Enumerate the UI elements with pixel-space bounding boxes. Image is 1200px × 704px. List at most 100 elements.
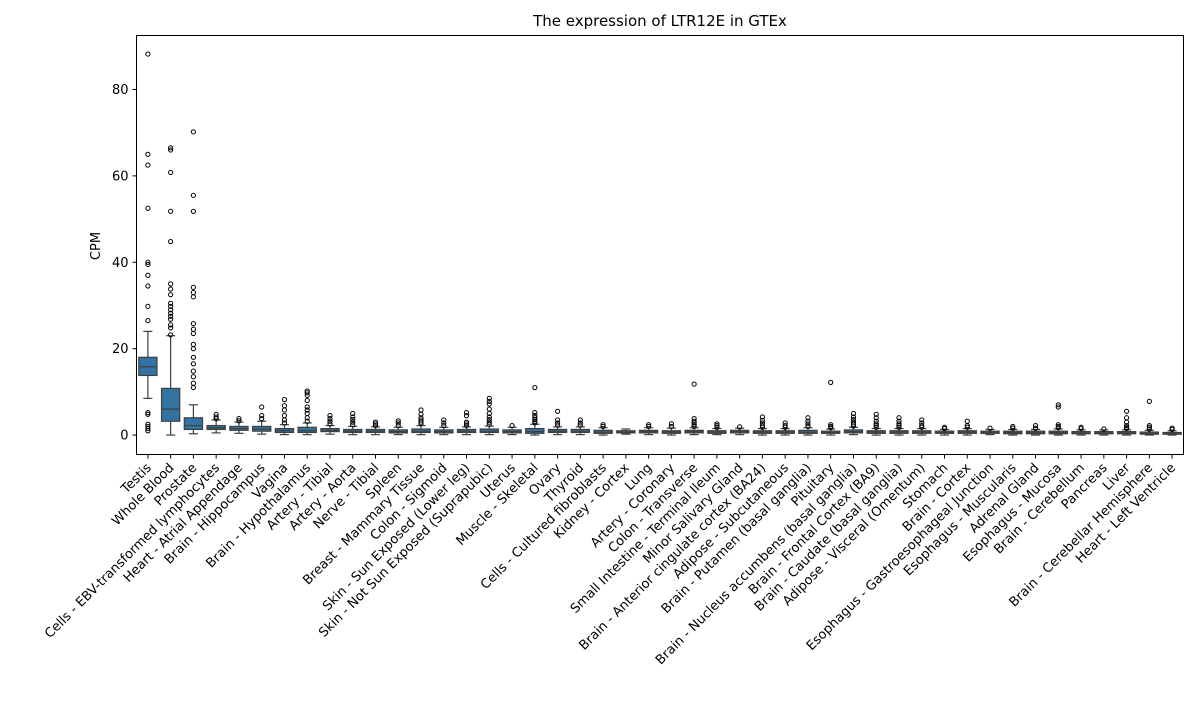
outlier-point [304, 397, 310, 404]
outlier-point [168, 281, 174, 287]
outlier-point [532, 420, 538, 426]
box-37 [957, 418, 977, 436]
outlier-point [463, 410, 470, 416]
outlier-point [1123, 424, 1130, 430]
outlier-point [281, 397, 288, 403]
outlier-point [372, 419, 379, 425]
outlier-point [190, 321, 197, 327]
outlier-point [190, 192, 197, 198]
outlier-point [919, 422, 925, 429]
outlier-point [486, 421, 492, 427]
outlier-point [350, 416, 356, 423]
box-4 [206, 411, 226, 434]
outlier-point [418, 417, 424, 423]
outlier-point [463, 413, 470, 419]
outlier-point [259, 413, 265, 419]
outlier-point [190, 326, 197, 332]
outlier-point [532, 410, 538, 416]
outlier-point [168, 238, 174, 245]
box-25 [684, 381, 704, 436]
outlier-point [805, 421, 811, 427]
outlier-point [1032, 425, 1039, 431]
outlier-point [532, 384, 538, 391]
outlier-point [350, 410, 356, 417]
outlier-point [782, 420, 788, 426]
outlier-point [646, 423, 652, 430]
outlier-point [896, 424, 902, 430]
box-46 [1162, 425, 1182, 436]
outlier-point [805, 418, 811, 424]
outlier-point [190, 384, 197, 391]
outlier-point [145, 303, 151, 309]
outlier-point [691, 381, 697, 387]
outlier-point [190, 341, 197, 347]
outlier-point [236, 418, 242, 424]
box-2 [160, 145, 181, 436]
outlier-point [554, 422, 561, 428]
outlier-point [441, 420, 447, 426]
outlier-point [213, 414, 219, 420]
outlier-point [168, 322, 174, 328]
outlier-point [304, 407, 310, 413]
outlier-point [850, 416, 857, 423]
outlier-point [190, 380, 197, 386]
box-45 [1139, 398, 1160, 436]
outlier-point [554, 408, 561, 414]
outlier-point [1010, 425, 1016, 431]
outlier-point [168, 313, 174, 319]
outlier-point [236, 416, 242, 422]
outlier-point [281, 420, 288, 426]
outlier-point [646, 422, 652, 428]
outlier-point [395, 420, 401, 426]
box-43 [1094, 426, 1114, 436]
box-17 [502, 422, 522, 436]
outlier-point [190, 374, 197, 380]
box-39 [1003, 423, 1023, 436]
outlier-point [714, 424, 720, 430]
outlier-point [463, 422, 470, 429]
outlier-point [577, 420, 583, 426]
box-32 [843, 410, 864, 436]
outlier-point [168, 325, 174, 331]
y-tick-label: 40 [112, 256, 129, 271]
outlier-point [509, 422, 515, 429]
box-24 [661, 421, 682, 436]
box-21 [593, 422, 613, 436]
outlier-point [486, 398, 492, 404]
outlier-point [463, 421, 470, 427]
outlier-point [1101, 426, 1107, 432]
outlier-point [145, 162, 151, 168]
box-23 [638, 422, 659, 436]
outlier-point [145, 421, 151, 427]
outlier-point [714, 421, 720, 427]
box-16 [479, 395, 499, 436]
box-iqr [525, 427, 545, 434]
outlier-point [1032, 422, 1039, 429]
outlier-point [691, 423, 697, 430]
outlier-point [873, 415, 879, 421]
outlier-point [145, 411, 151, 417]
outlier-point [168, 307, 174, 313]
outlier-point [145, 151, 151, 157]
outlier-point [1123, 422, 1130, 429]
outlier-point [145, 205, 151, 211]
box-34 [889, 415, 909, 436]
outlier-point [873, 411, 879, 417]
box-36 [934, 424, 955, 436]
outlier-point [350, 419, 356, 425]
outlier-point [168, 145, 174, 151]
box-40 [1025, 422, 1046, 436]
outlier-point [691, 418, 697, 424]
outlier-point [805, 415, 811, 421]
outlier-point [1123, 408, 1130, 414]
outlier-point [850, 421, 857, 427]
outlier-point [919, 417, 925, 423]
outlier-point [372, 421, 379, 427]
box-6 [251, 404, 272, 435]
outlier-point [350, 414, 356, 420]
outlier-point [168, 300, 174, 306]
box-18 [525, 384, 545, 436]
